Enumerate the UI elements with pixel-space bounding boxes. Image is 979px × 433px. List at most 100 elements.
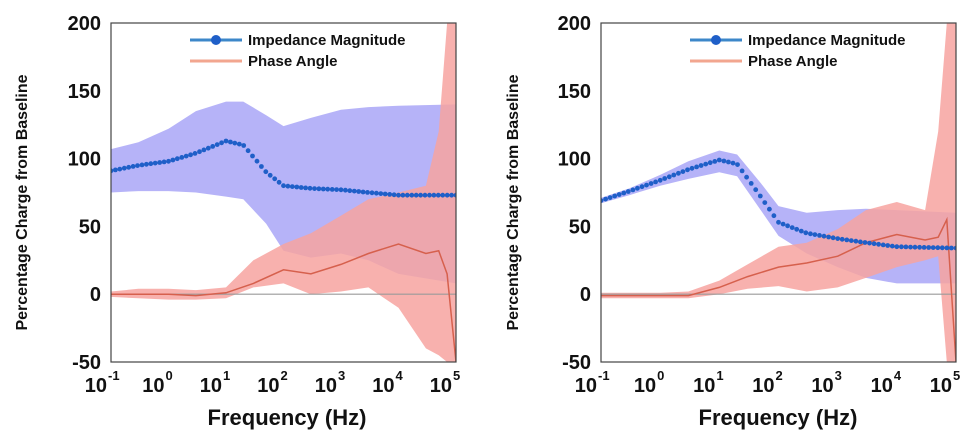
x-tick-exponent: 0 [166,368,173,383]
y-axis-label: Percentage Charge from Baseline [505,74,522,330]
magnitude-point [329,187,335,192]
magnitude-point [757,193,763,199]
magnitude-point [245,148,251,154]
magnitude-point [449,192,454,198]
magnitude-point [307,185,313,191]
magnitude-point [762,200,768,206]
plot-frame [110,22,457,363]
magnitude-point [908,244,913,250]
magnitude-point [830,235,836,241]
magnitude-point [644,182,649,188]
magnitude-point [294,184,300,190]
magnitude-point [676,170,681,176]
x-tick-label: 10 -1 [85,368,120,397]
y-tick-label: 100 [68,149,101,171]
magnitude-point [949,245,954,251]
y-tick-label: 150 [558,81,591,103]
magnitude-point [334,187,339,193]
x-tick-base: 10 [752,375,774,397]
magnitude-point [197,149,202,155]
legend-phase-label: Phase Angle [748,53,837,70]
magnitude-point [303,185,308,191]
magnitude-point [174,156,180,162]
y-tick-label: -50 [562,352,591,374]
x-tick-base: 10 [575,375,597,397]
magnitude-point [776,219,781,225]
magnitude-point [351,188,357,194]
impedance-magnitude-series [111,138,456,198]
magnitude-point [272,176,278,182]
legend-magnitude-label: Impedance Magnitude [248,32,406,49]
magnitude-point [210,144,216,149]
magnitude-point [179,155,185,160]
magnitude-point [666,174,672,180]
magnitude-point [621,190,627,196]
y-axis-label: Percentage Charge from Baseline [14,74,31,330]
magnitude-point [343,187,348,193]
magnitude-point [431,192,437,198]
x-tick-base: 10 [430,375,452,397]
magnitude-point [657,177,663,183]
x-tick-exponent: -1 [108,368,120,383]
x-tick-base: 10 [200,375,222,397]
magnitude-point [320,186,326,192]
magnitude-point [744,174,749,180]
x-tick-base: 10 [85,375,107,397]
magnitude-point [166,158,171,164]
magnitude-point [662,176,668,181]
magnitude-point [930,245,936,251]
magnitude-point [748,181,754,186]
magnitude-point [817,233,822,238]
legend: Impedance Magnitude Phase Angle [690,32,906,70]
y-tick-label: 50 [569,216,591,238]
x-tick-exponent: 3 [835,368,842,383]
x-tick-exponent: 1 [223,368,230,383]
magnitude-point [130,164,136,169]
magnitude-point [347,188,353,194]
magnitude-point [427,192,432,198]
magnitude-point [903,244,909,250]
magnitude-point [396,192,401,198]
magnitude-point [316,186,322,192]
magnitude-point [228,139,233,145]
magnitude-point [400,192,406,198]
magnitude-point [899,244,904,250]
magnitude-point [703,161,709,167]
x-tick-base: 10 [871,375,893,397]
x-tick-exponent: 5 [453,368,460,383]
x-tick-label: 10 5 [430,368,460,397]
magnitude-point [418,192,423,198]
magnitude-point [848,238,854,244]
x-tick-label: 10 0 [634,368,664,397]
magnitude-point [378,191,384,197]
magnitude-point [785,223,790,229]
magnitude-point [794,226,800,232]
magnitude-point [440,192,446,198]
y-tick-label: 0 [580,284,591,306]
magnitude-point [771,213,777,219]
magnitude-point [735,162,740,168]
magnitude-point [356,189,362,194]
magnitude-point [298,185,304,190]
magnitude-point [267,172,273,178]
magnitude-point [254,158,260,164]
magnitude-point [739,168,745,174]
magnitude-point [117,166,123,172]
magnitude-point [391,192,397,198]
x-tick-exponent: 2 [776,368,783,383]
magnitude-point [808,231,813,237]
magnitude-point [812,232,818,238]
x-tick-exponent: -1 [598,368,610,383]
magnitude-point [939,245,945,251]
magnitude-point [880,242,886,248]
magnitude-point [885,243,891,248]
magnitude-point [263,169,269,175]
y-tick-label: 100 [558,149,591,171]
magnitude-point [188,152,194,158]
x-tick-label: 10 5 [930,368,960,397]
x-tick-base: 10 [930,375,952,397]
x-tick-exponent: 2 [281,368,288,383]
magnitude-point [871,241,877,247]
magnitude-point [387,192,393,197]
y-tick-label: 150 [68,81,101,103]
